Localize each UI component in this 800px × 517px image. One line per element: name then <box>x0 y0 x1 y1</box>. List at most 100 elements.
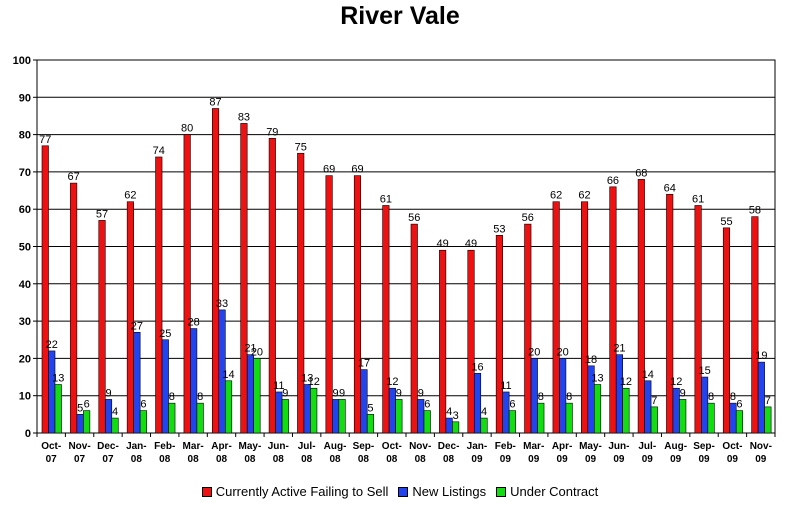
x-tick-label: Apr- <box>211 441 232 452</box>
x-tick-label: 09 <box>755 454 767 465</box>
bar-currently-active-failing-to-sell <box>439 249 447 434</box>
data-label: 83 <box>238 111 250 123</box>
x-tick-label: 09 <box>557 454 569 465</box>
bar-currently-active-failing-to-sell <box>495 235 503 434</box>
data-label: 77 <box>39 134 51 146</box>
data-label: 25 <box>159 328 171 340</box>
y-tick-label: 90 <box>19 92 31 104</box>
bar-currently-active-failing-to-sell <box>467 249 475 434</box>
bar-new-listings <box>133 331 141 434</box>
bar-under-contract <box>139 410 147 434</box>
x-tick-label: 09 <box>670 454 682 465</box>
data-label: 6 <box>84 399 90 411</box>
data-label: 12 <box>308 376 320 388</box>
data-label: 22 <box>46 339 58 351</box>
x-tick-label: 09 <box>471 454 483 465</box>
data-label: 9 <box>339 387 345 399</box>
bar-new-listings <box>417 399 425 434</box>
bar-currently-active-failing-to-sell <box>382 205 390 434</box>
data-label: 79 <box>266 126 278 138</box>
data-label: 13 <box>591 373 603 385</box>
data-label: 6 <box>736 399 742 411</box>
data-label: 49 <box>465 238 477 250</box>
data-label: 11 <box>500 380 511 392</box>
bar-under-contract <box>452 421 460 434</box>
bar-new-listings <box>275 391 283 434</box>
bar-new-listings <box>701 376 709 434</box>
data-label: 61 <box>692 193 704 205</box>
bar-new-listings <box>388 387 396 434</box>
y-tick-label: 30 <box>19 316 31 328</box>
data-label: 21 <box>613 343 625 355</box>
bar-currently-active-failing-to-sell <box>581 201 589 434</box>
data-label: 8 <box>538 391 544 403</box>
data-label: 6 <box>424 399 430 411</box>
bar-currently-active-failing-to-sell <box>41 145 49 434</box>
data-label: 8 <box>197 391 203 403</box>
data-label: 69 <box>351 164 363 176</box>
x-tick-label: May- <box>238 441 261 452</box>
legend: Currently Active Failing to Sell New List… <box>0 484 800 499</box>
x-tick-label: 08 <box>188 454 200 465</box>
bar-currently-active-failing-to-sell <box>410 223 418 434</box>
x-tick-label: 08 <box>329 454 341 465</box>
data-label: 7 <box>765 395 771 407</box>
data-label: 57 <box>96 208 108 220</box>
data-label: 6 <box>140 399 146 411</box>
bar-new-listings <box>161 339 169 434</box>
x-tick-label: Nov- <box>409 441 431 452</box>
x-tick-label: 08 <box>244 454 256 465</box>
data-label: 27 <box>131 320 143 332</box>
data-label: 17 <box>358 358 370 370</box>
legend-label: New Listings <box>412 484 487 499</box>
data-label: 62 <box>124 190 136 202</box>
bar-currently-active-failing-to-sell <box>353 175 362 434</box>
data-label: 67 <box>68 171 80 183</box>
chart-title: River Vale <box>340 2 460 30</box>
bar-new-listings <box>530 358 538 434</box>
x-tick-label: 09 <box>585 454 597 465</box>
data-label: 9 <box>105 387 111 399</box>
x-tick-label: May- <box>579 441 602 452</box>
data-label: 87 <box>209 96 221 108</box>
x-tick-label: Mar- <box>183 441 204 452</box>
x-tick-label: Jul- <box>638 441 656 452</box>
bar-new-listings <box>246 354 254 434</box>
bar-new-listings <box>360 369 368 434</box>
data-label: 58 <box>749 205 761 217</box>
data-label: 4 <box>112 406 118 418</box>
x-tick-label: Aug- <box>664 441 687 452</box>
data-label: 9 <box>396 387 402 399</box>
bar-new-listings <box>303 384 311 434</box>
bar-under-contract <box>423 410 431 434</box>
bar-under-contract <box>594 384 602 434</box>
y-tick-label: 70 <box>19 167 31 179</box>
bar-under-contract <box>537 402 545 434</box>
bar-currently-active-failing-to-sell <box>524 223 532 434</box>
bar-under-contract <box>111 417 119 434</box>
bar-under-contract <box>196 402 204 434</box>
y-tick-label: 50 <box>19 242 31 254</box>
data-label: 74 <box>153 145 165 157</box>
bar-currently-active-failing-to-sell <box>609 186 617 434</box>
data-label: 12 <box>670 376 682 388</box>
legend-item: New Listings <box>398 484 486 499</box>
bar-new-listings <box>445 417 453 434</box>
data-label: 9 <box>333 387 339 399</box>
bar-currently-active-failing-to-sell <box>126 201 134 434</box>
data-label: 8 <box>730 391 736 403</box>
data-label: 20 <box>528 346 540 358</box>
bar-currently-active-failing-to-sell <box>268 138 276 434</box>
data-label: 8 <box>566 391 572 403</box>
x-tick-label: Oct- <box>722 441 742 452</box>
x-tick-label: Mar- <box>523 441 544 452</box>
bar-currently-active-failing-to-sell <box>240 123 248 434</box>
bar-under-contract <box>622 387 630 434</box>
bar-new-listings <box>559 358 567 434</box>
y-tick-label: 80 <box>19 130 31 142</box>
y-tick-label: 10 <box>19 391 31 403</box>
data-label: 33 <box>216 298 228 310</box>
bar-currently-active-failing-to-sell <box>722 227 731 434</box>
data-label: 5 <box>367 402 373 414</box>
